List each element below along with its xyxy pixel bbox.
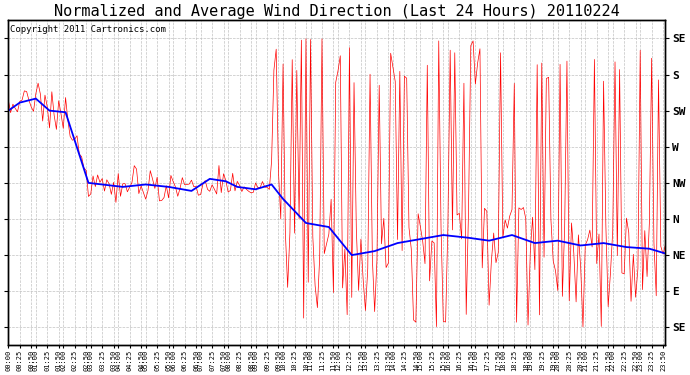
- Title: Normalized and Average Wind Direction (Last 24 Hours) 20110224: Normalized and Average Wind Direction (L…: [54, 4, 620, 19]
- Text: Copyright 2011 Cartronics.com: Copyright 2011 Cartronics.com: [10, 25, 166, 34]
